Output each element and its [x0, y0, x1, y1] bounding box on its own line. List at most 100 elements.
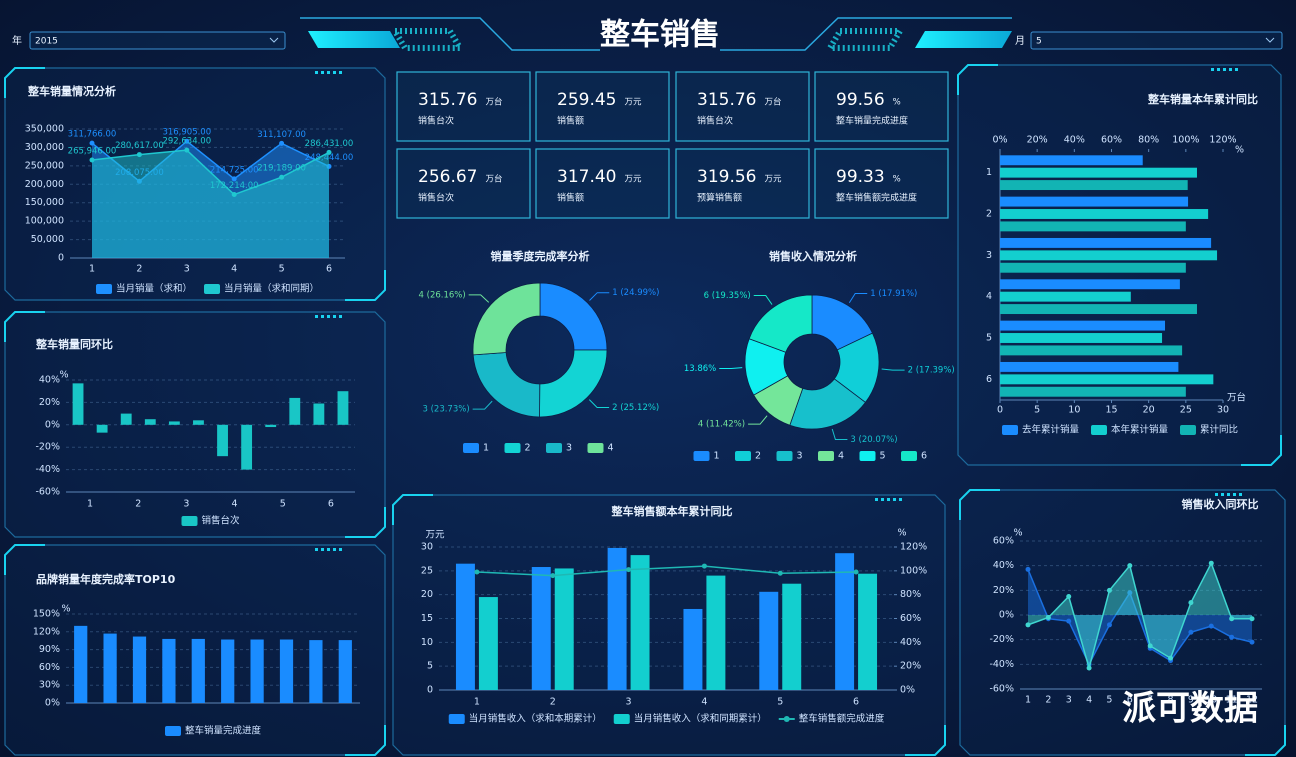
x-tick-label: 6 — [853, 697, 859, 708]
kpi-value: 315.76 — [418, 90, 477, 110]
x-tick-label: 5 — [279, 264, 285, 275]
y2-tick-label: 120% — [900, 542, 927, 553]
panel-dot — [1221, 493, 1224, 496]
chart-title: 整车销量同环比 — [35, 337, 113, 351]
x-tick-label: 1 — [87, 499, 93, 510]
legend-label: 3 — [566, 443, 572, 454]
y-tick-label: -40% — [35, 464, 60, 475]
y-tick-label: 10 — [421, 637, 433, 648]
data-point — [89, 157, 95, 163]
page-title: 整车销售 — [600, 18, 720, 53]
bar — [1000, 386, 1186, 397]
legend-label: 当月销售收入（求和本期累计） — [469, 713, 602, 725]
x-tick-label: 1 — [89, 264, 95, 275]
bar — [338, 640, 352, 703]
data-label: 2 (25.12%) — [612, 403, 659, 413]
legend-label: 当月销量（求和同期） — [224, 283, 319, 295]
month-select[interactable] — [1030, 31, 1283, 50]
panel-dot — [339, 71, 342, 74]
data-label: 3 (20.07%) — [850, 435, 897, 445]
pie-slice — [472, 282, 541, 356]
panel-dot — [339, 315, 342, 318]
bar — [1000, 291, 1131, 302]
y-tick-label: 0 — [427, 685, 433, 696]
bar — [337, 391, 349, 425]
bar — [168, 421, 180, 425]
panel-dot — [333, 315, 336, 318]
y-tick-label: 0% — [45, 419, 60, 430]
kpi-unit: 万元 — [764, 175, 782, 185]
y-tick-label: 30% — [39, 680, 60, 691]
data-point — [1249, 616, 1255, 622]
label-leader — [831, 428, 848, 441]
bar — [309, 640, 323, 703]
bar — [1000, 304, 1197, 315]
bar — [782, 583, 802, 690]
x-tick-label: 3 — [626, 697, 632, 708]
data-point — [326, 149, 332, 155]
kpi-unit: % — [893, 98, 901, 108]
kpi-value: 317.40 — [557, 167, 616, 187]
bar — [279, 639, 294, 703]
legend-label: 2 — [755, 451, 761, 462]
bar — [531, 567, 551, 690]
panel-dot — [327, 71, 330, 74]
data-label: 311,107.00 — [257, 130, 306, 140]
filter-value: 2015 — [35, 37, 58, 47]
y-tick-label: 150,000 — [25, 197, 64, 208]
panel-dot — [1211, 68, 1214, 71]
kpi-unit: % — [893, 175, 901, 185]
data-point — [1066, 594, 1072, 599]
year-select[interactable] — [29, 31, 286, 50]
chart-title: 销售收入情况分析 — [769, 249, 857, 263]
x-tick-label: 4 — [231, 264, 237, 275]
x-tick-label: 25 — [1180, 405, 1192, 416]
data-point — [1229, 616, 1235, 622]
data-label: 311,766.00 — [68, 130, 117, 140]
bar — [1000, 361, 1179, 372]
legend-swatch — [901, 451, 917, 461]
kpi-value: 259.45 — [557, 90, 616, 110]
bar — [1000, 262, 1186, 273]
x-tick-label: 10 — [1068, 405, 1080, 416]
data-label: 13.86% — [684, 364, 716, 374]
panel-dot — [1223, 68, 1226, 71]
panel-dot — [315, 315, 318, 318]
chart-title: 品牌销量年度完成率TOP10 — [36, 572, 176, 586]
legend-label: 3 — [797, 451, 803, 462]
y-tick-label: 50,000 — [31, 234, 64, 245]
legend-swatch — [735, 451, 751, 461]
bar — [250, 639, 264, 703]
x-tick-label: 10 — [1205, 695, 1217, 706]
kpi-value: 319.56 — [697, 167, 756, 187]
data-label: 1 (24.99%) — [612, 288, 659, 298]
data-label: 265,946.00 — [68, 146, 117, 156]
bar — [858, 573, 878, 690]
y-tick-label: 25 — [421, 565, 433, 576]
kpi-label: 预算销售额 — [697, 192, 742, 204]
filter-label: 月 — [1015, 35, 1025, 47]
y-tick-label: 15 — [421, 613, 433, 624]
x-tick-label: 5 — [280, 499, 286, 510]
x2-tick-label: 20% — [1027, 135, 1048, 146]
bar — [1000, 333, 1163, 343]
x-tick-label: 15 — [1105, 405, 1117, 416]
data-point — [279, 140, 285, 146]
legend-swatch — [204, 284, 220, 294]
y-tick-label: 5 — [986, 333, 992, 344]
data-point — [1229, 634, 1235, 640]
bar — [103, 633, 117, 703]
x-tick-label: 2 — [136, 264, 142, 275]
kpi-card — [814, 148, 949, 219]
x-tick-label: 6 — [326, 264, 332, 275]
panel-dot — [887, 498, 890, 501]
y-tick-label: -20% — [989, 634, 1014, 645]
legend-label: 5 — [880, 451, 886, 462]
bar — [132, 636, 147, 703]
label-leader — [588, 399, 610, 408]
bar — [1000, 345, 1183, 356]
bar — [144, 419, 156, 425]
y-tick-label: 20% — [39, 397, 60, 408]
panel-dot — [893, 498, 896, 501]
header-stripes — [824, 28, 906, 51]
